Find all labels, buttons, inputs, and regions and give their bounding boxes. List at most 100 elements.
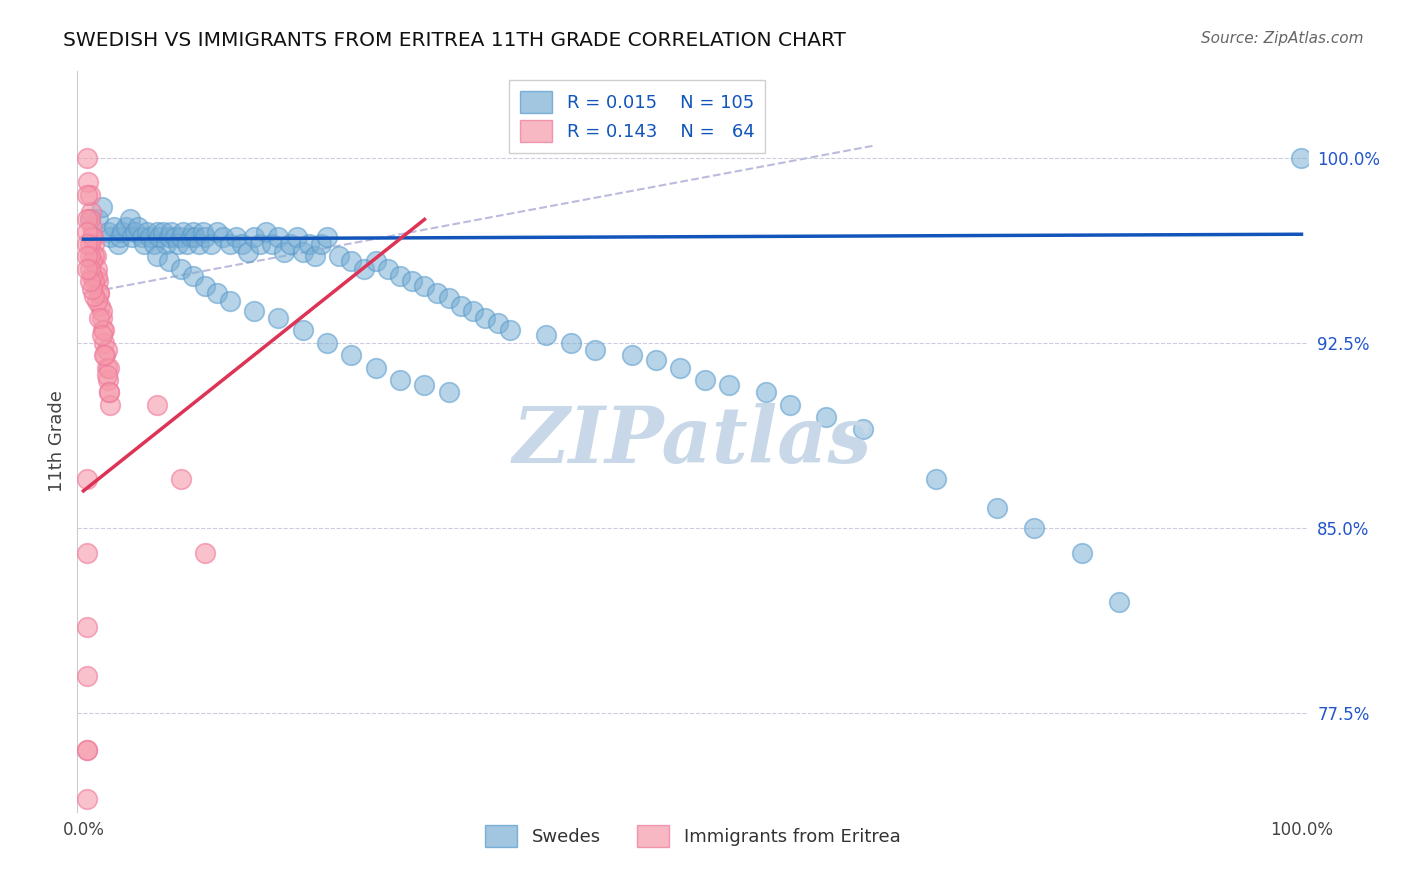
Point bbox=[84, 249, 107, 263]
Point bbox=[76, 743, 98, 757]
Point bbox=[77, 175, 100, 189]
Point bbox=[80, 281, 103, 295]
Point bbox=[426, 286, 449, 301]
Point bbox=[316, 229, 339, 244]
Point bbox=[97, 225, 120, 239]
Point bbox=[328, 249, 350, 263]
Point bbox=[87, 274, 110, 288]
Point bbox=[200, 237, 222, 252]
Point bbox=[194, 545, 217, 559]
Point bbox=[86, 261, 108, 276]
Point bbox=[118, 212, 141, 227]
Point bbox=[152, 225, 174, 239]
Point bbox=[717, 377, 740, 392]
Point bbox=[76, 261, 98, 276]
Point bbox=[181, 269, 204, 284]
Point bbox=[254, 225, 277, 239]
Point bbox=[145, 249, 167, 263]
Point bbox=[157, 229, 180, 244]
Point bbox=[364, 360, 387, 375]
Point bbox=[115, 219, 138, 234]
Point bbox=[273, 244, 295, 259]
Point bbox=[90, 311, 112, 326]
Point bbox=[131, 229, 153, 244]
Point bbox=[96, 360, 118, 375]
Text: ZIPatlas: ZIPatlas bbox=[513, 403, 872, 480]
Y-axis label: 11th Grade: 11th Grade bbox=[48, 391, 66, 492]
Point bbox=[79, 274, 101, 288]
Point bbox=[83, 289, 105, 303]
Point bbox=[280, 237, 302, 252]
Point bbox=[170, 471, 193, 485]
Point bbox=[304, 249, 326, 263]
Point bbox=[76, 817, 98, 831]
Point bbox=[450, 299, 472, 313]
Point bbox=[249, 237, 271, 252]
Point bbox=[285, 229, 308, 244]
Point bbox=[145, 225, 167, 239]
Point bbox=[79, 237, 101, 252]
Point bbox=[76, 212, 98, 227]
Point bbox=[815, 409, 838, 424]
Point bbox=[124, 225, 146, 239]
Point bbox=[139, 229, 162, 244]
Text: SWEDISH VS IMMIGRANTS FROM ERITREA 11TH GRADE CORRELATION CHART: SWEDISH VS IMMIGRANTS FROM ERITREA 11TH … bbox=[63, 31, 846, 50]
Point bbox=[298, 237, 321, 252]
Point bbox=[76, 151, 98, 165]
Point bbox=[148, 229, 170, 244]
Point bbox=[377, 261, 399, 276]
Point bbox=[645, 353, 668, 368]
Point bbox=[316, 335, 339, 350]
Point bbox=[364, 254, 387, 268]
Point bbox=[267, 311, 290, 326]
Point bbox=[170, 261, 193, 276]
Point bbox=[83, 274, 105, 288]
Point bbox=[93, 348, 115, 362]
Point bbox=[172, 225, 194, 239]
Point bbox=[620, 348, 643, 362]
Point bbox=[437, 385, 460, 400]
Point bbox=[291, 244, 314, 259]
Point bbox=[89, 286, 111, 301]
Point bbox=[98, 385, 121, 400]
Point bbox=[82, 229, 104, 244]
Point bbox=[486, 316, 509, 330]
Point bbox=[207, 225, 229, 239]
Point bbox=[236, 244, 259, 259]
Point bbox=[218, 293, 240, 308]
Point bbox=[98, 385, 121, 400]
Point bbox=[754, 385, 776, 400]
Point bbox=[83, 237, 105, 252]
Point bbox=[1022, 521, 1045, 535]
Point bbox=[96, 343, 118, 358]
Point bbox=[80, 254, 103, 268]
Point bbox=[194, 279, 217, 293]
Point bbox=[225, 229, 247, 244]
Text: Source: ZipAtlas.com: Source: ZipAtlas.com bbox=[1201, 31, 1364, 46]
Point bbox=[389, 269, 412, 284]
Point bbox=[80, 269, 103, 284]
Point bbox=[413, 279, 436, 293]
Point bbox=[76, 792, 98, 806]
Point bbox=[103, 219, 125, 234]
Point bbox=[76, 619, 98, 633]
Point bbox=[389, 373, 412, 387]
Point bbox=[96, 368, 118, 382]
Point bbox=[160, 225, 183, 239]
Point bbox=[76, 187, 98, 202]
Point bbox=[76, 249, 98, 263]
Point bbox=[93, 335, 115, 350]
Point bbox=[93, 323, 115, 337]
Point bbox=[437, 292, 460, 306]
Point bbox=[80, 219, 103, 234]
Point bbox=[134, 237, 156, 252]
Point bbox=[536, 328, 558, 343]
Point bbox=[98, 360, 121, 375]
Point bbox=[693, 373, 716, 387]
Point bbox=[852, 422, 875, 436]
Point bbox=[121, 229, 143, 244]
Point bbox=[170, 229, 193, 244]
Point bbox=[207, 286, 229, 301]
Point bbox=[91, 323, 114, 337]
Point bbox=[76, 841, 98, 855]
